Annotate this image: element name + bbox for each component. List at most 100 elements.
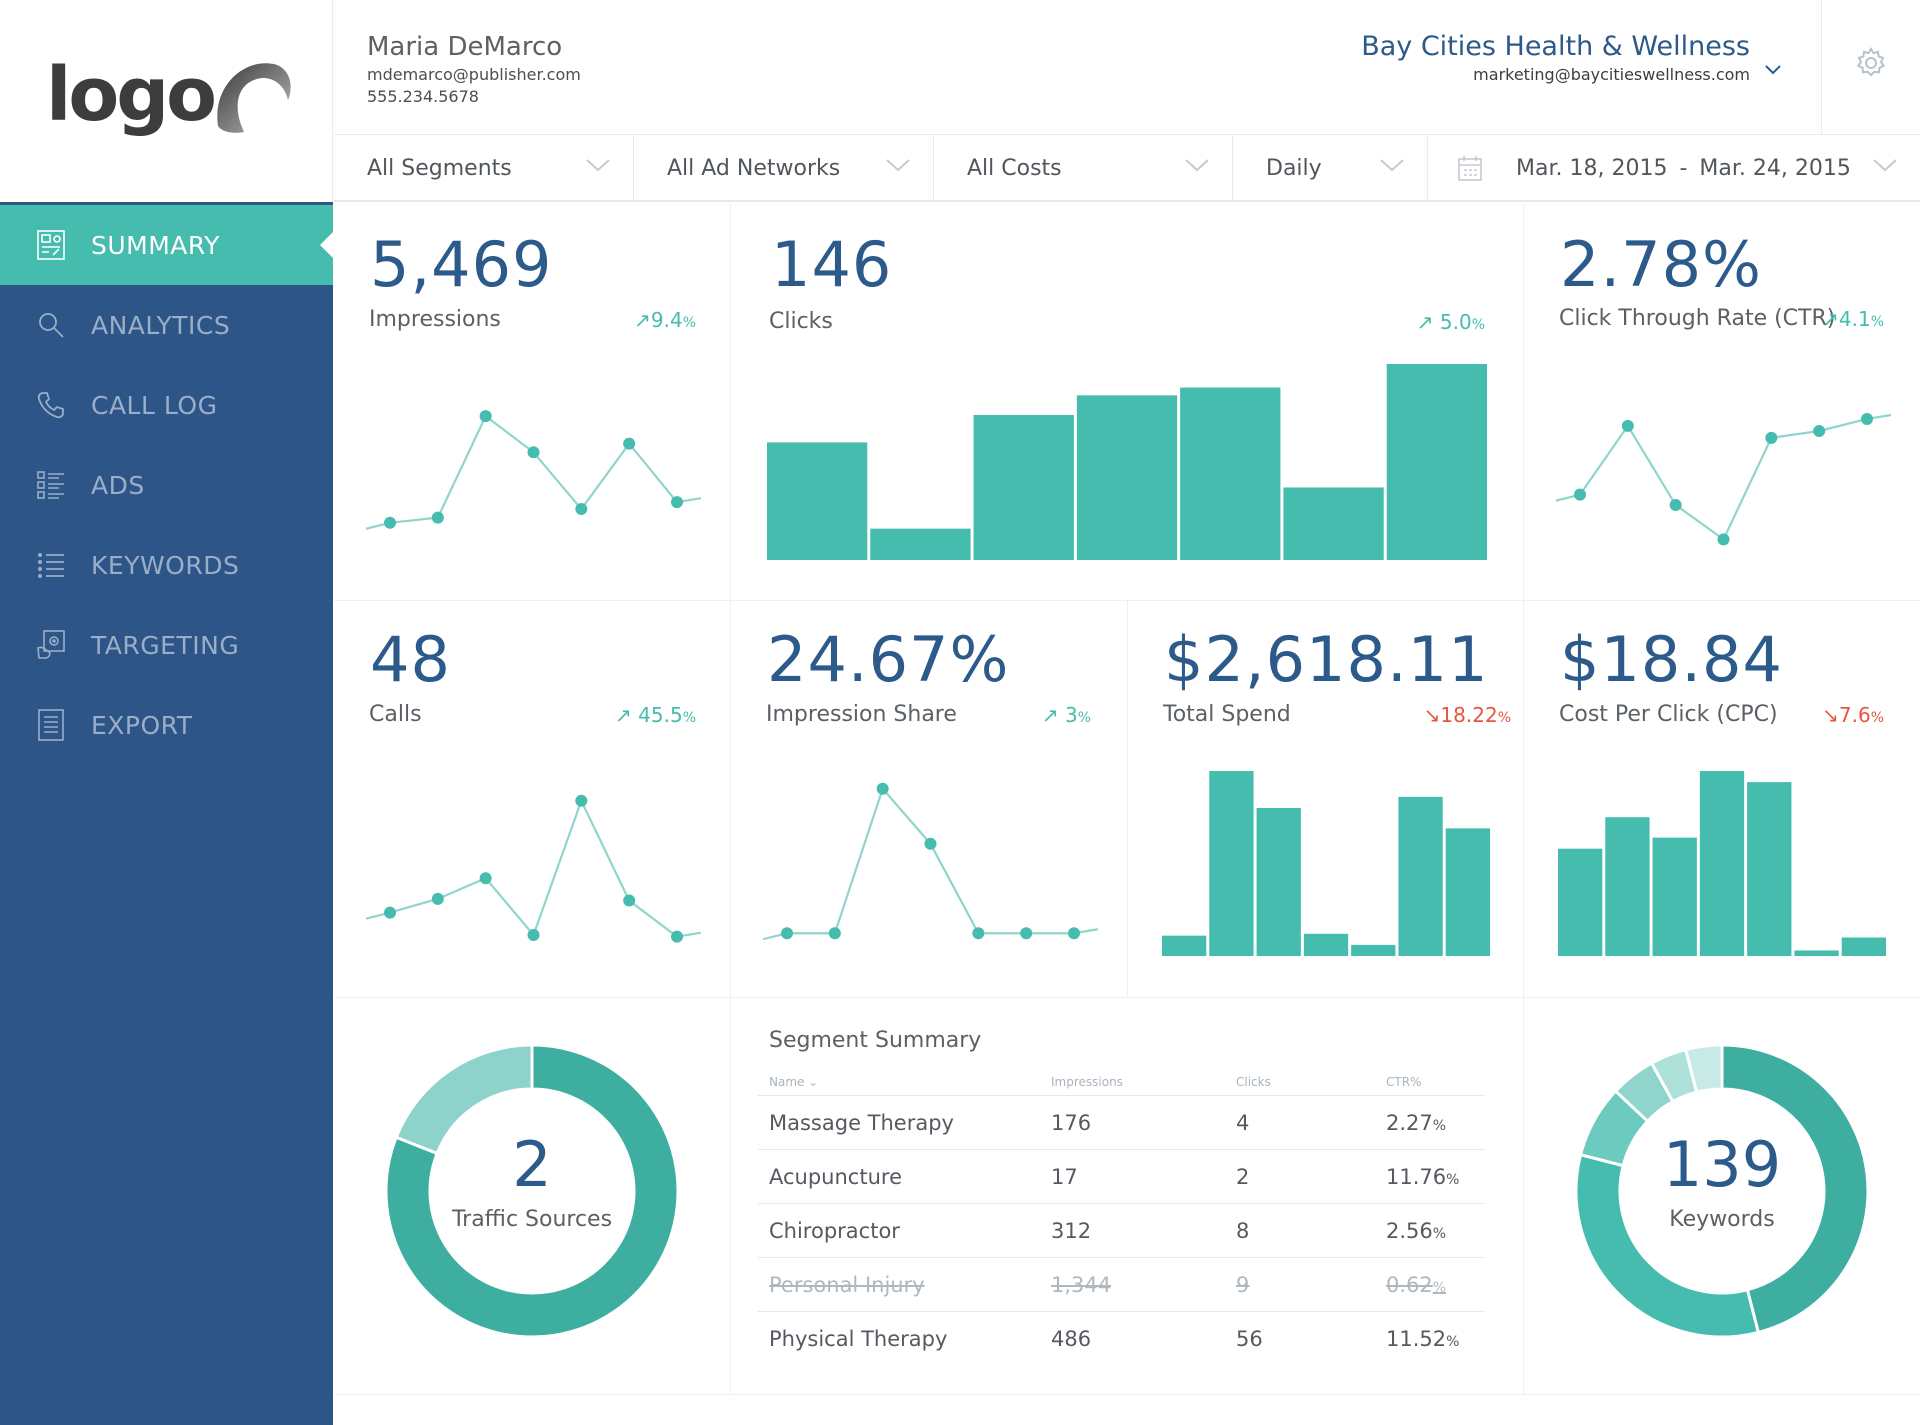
- sidebar-item-export[interactable]: EXPORT: [0, 685, 333, 765]
- calls-value: 48: [370, 623, 451, 696]
- calendar-icon: [1458, 156, 1482, 181]
- data-point: [671, 496, 683, 509]
- series-line: [1556, 413, 1891, 542]
- series-line: [763, 786, 1098, 941]
- trend-down-icon: ↘: [1822, 703, 1839, 727]
- cpc-value: $18.84: [1560, 623, 1783, 696]
- ctr-label: Click Through Rate (CTR): [1559, 306, 1836, 331]
- logo[interactable]: logo: [46, 52, 217, 138]
- segments-filter[interactable]: All Segments: [334, 135, 634, 201]
- data-point: [924, 837, 937, 850]
- total-spend-card[interactable]: $2,618.11 Total Spend ↘18.22%: [1128, 601, 1524, 998]
- table-row-disabled[interactable]: Personal Injury 1,344 9 0.62%: [758, 1258, 1485, 1312]
- segment-clicks: 56: [1236, 1327, 1263, 1351]
- impressions-delta-value: 9.4: [650, 308, 683, 332]
- name-column-header[interactable]: Name ⌄: [758, 1075, 1051, 1089]
- bar: [1652, 837, 1697, 956]
- sidebar-item-targeting[interactable]: TARGETING: [0, 605, 333, 685]
- data-point: [527, 928, 540, 941]
- clicks-card[interactable]: 146 Clicks ↗ 5.0%: [731, 204, 1524, 601]
- bar: [1162, 935, 1207, 956]
- data-point: [575, 794, 588, 807]
- data-point: [623, 894, 636, 907]
- data-point: [972, 927, 985, 940]
- trend-down-icon: ↘: [1423, 703, 1441, 727]
- impressions-card[interactable]: 5,469 Impressions ↗9.4%: [334, 204, 731, 601]
- clicks-value: 146: [771, 228, 893, 301]
- data-point: [1669, 498, 1682, 511]
- impression-share-label: Impression Share: [766, 702, 957, 727]
- impression-share-card[interactable]: 24.67% Impression Share ↗ 3%: [731, 601, 1128, 998]
- segment-clicks: 9: [1236, 1272, 1250, 1297]
- segment-name: Chiropractor: [769, 1218, 900, 1243]
- donut-slice: [1574, 1152, 1761, 1339]
- clicks-label: Clicks: [769, 309, 833, 334]
- cpc-label: Cost Per Click (CPC): [1559, 702, 1778, 727]
- ad-networks-filter[interactable]: All Ad Networks: [634, 135, 934, 201]
- percent-unit: %: [1870, 314, 1884, 330]
- ctr-value: 2.78%: [1560, 228, 1762, 301]
- impressions-line-chart: [366, 410, 701, 530]
- traffic-sources-card[interactable]: 2 Traffic Sources: [334, 998, 731, 1395]
- clicks-column-header[interactable]: Clicks: [1236, 1074, 1271, 1089]
- table-row[interactable]: Physical Therapy 486 56 11.52%: [758, 1312, 1485, 1366]
- impressions-column-header[interactable]: Impressions: [1051, 1074, 1123, 1089]
- logo-swirl-icon: [217, 63, 291, 133]
- donut-slice: [394, 1043, 534, 1156]
- gear-icon: [1856, 47, 1886, 77]
- chevron-down-icon: [586, 159, 610, 172]
- sidebar-item-ads[interactable]: ADS: [0, 445, 333, 525]
- calls-line-chart: [366, 794, 701, 943]
- client-name[interactable]: Bay Cities Health & Wellness: [1361, 31, 1750, 62]
- impression-share-delta: ↗ 3%: [1042, 703, 1091, 727]
- traffic-sources-label: Traffic Sources: [451, 1207, 613, 1232]
- table-row[interactable]: Chiropractor 312 8 2.56%: [758, 1204, 1485, 1258]
- table-row[interactable]: Acupuncture 17 2 11.76%: [758, 1150, 1485, 1204]
- cpc-delta-value: 7.6: [1838, 703, 1871, 727]
- ctr-value: 11.76: [1386, 1164, 1447, 1189]
- traffic-sources-value: 2: [512, 1128, 552, 1201]
- percent-unit: %: [682, 710, 696, 726]
- data-point: [384, 906, 396, 919]
- percent-unit: %: [1432, 1225, 1447, 1242]
- data-point: [527, 446, 540, 459]
- settings-button[interactable]: [1821, 0, 1920, 134]
- ctr-column-header[interactable]: CTR%: [1386, 1074, 1422, 1089]
- percent-unit: %: [1497, 710, 1511, 726]
- calls-card[interactable]: 48 Calls ↗ 45.5%: [334, 601, 731, 998]
- trend-up-icon: ↗: [1416, 310, 1434, 334]
- user-name: Maria DeMarco: [367, 32, 563, 62]
- sidebar-item-label: TARGETING: [91, 630, 240, 660]
- sidebar-item-summary[interactable]: SUMMARY: [0, 205, 334, 285]
- trend-up-icon: ↗: [634, 308, 651, 332]
- segment-summary-title: Segment Summary: [769, 1028, 982, 1053]
- ctr-card[interactable]: 2.78% Click Through Rate (CTR) ↗4.1%: [1524, 204, 1920, 601]
- column-label: Name: [769, 1074, 805, 1089]
- calls-delta-value: 45.5: [638, 703, 683, 727]
- costs-filter[interactable]: All Costs: [934, 135, 1233, 201]
- cpc-card[interactable]: $18.84 Cost Per Click (CPC) ↘7.6%: [1524, 601, 1920, 998]
- percent-unit: %: [1077, 710, 1091, 726]
- sidebar-item-keywords[interactable]: KEYWORDS: [0, 525, 333, 605]
- ctr-line-chart: [1556, 412, 1891, 546]
- keywords-card[interactable]: 139 Keywords: [1524, 998, 1920, 1395]
- ctr-value: 2.27: [1386, 1110, 1433, 1135]
- sidebar-item-call-log[interactable]: CALL LOG: [0, 365, 333, 445]
- client-selector[interactable]: Bay Cities Health & Wellness marketing@b…: [1361, 30, 1750, 86]
- interval-filter[interactable]: Daily: [1233, 135, 1428, 201]
- ctr-delta-value: 4.1: [1838, 307, 1871, 331]
- percent-unit: %: [1446, 1171, 1460, 1188]
- chevron-down-icon[interactable]: [1764, 64, 1782, 76]
- data-point: [431, 511, 444, 524]
- impressions-value: 5,469: [370, 228, 553, 301]
- segment-ctr: 11.52%: [1386, 1327, 1485, 1351]
- ctr-value: 0.62: [1386, 1272, 1433, 1297]
- percent-unit: %: [1432, 1279, 1447, 1296]
- total-spend-bar-chart: [1162, 771, 1490, 956]
- series-line: [366, 797, 701, 938]
- date-range-filter[interactable]: Mar. 18, 2015 - Mar. 24, 2015: [1428, 135, 1920, 201]
- table-row[interactable]: Massage Therapy 176 4 2.27%: [758, 1096, 1485, 1150]
- bar: [870, 528, 971, 560]
- donut-slice: [384, 1043, 680, 1339]
- sidebar-item-analytics[interactable]: ANALYTICS: [0, 285, 333, 365]
